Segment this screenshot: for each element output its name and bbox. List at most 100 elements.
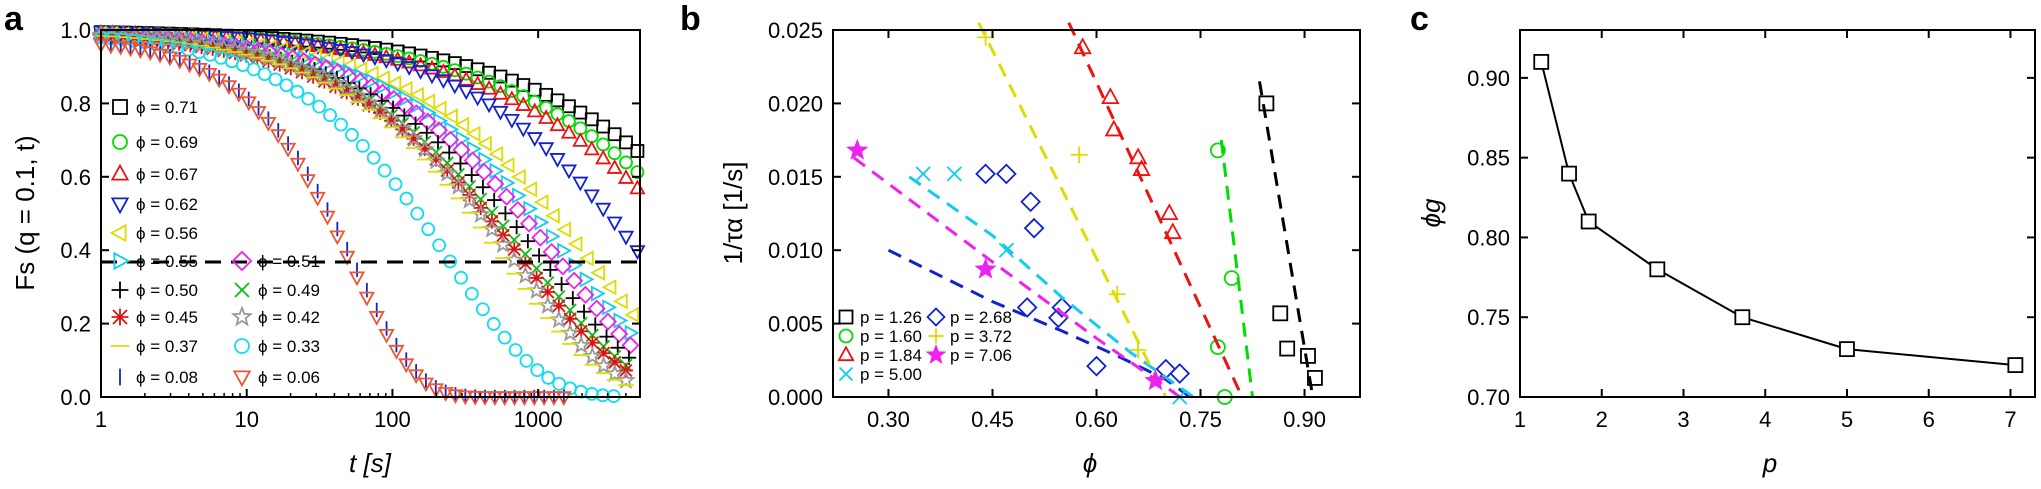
data-point	[630, 165, 645, 180]
data-point	[599, 329, 614, 344]
legend-item: p = 1.26	[838, 308, 922, 327]
panel-c-ytick-label: 0.85	[1467, 146, 1510, 171]
data-point	[474, 162, 494, 182]
data-point	[621, 336, 640, 355]
data-point	[593, 355, 614, 375]
data-point	[486, 174, 505, 194]
data-point	[151, 48, 169, 64]
data-point	[629, 245, 646, 261]
data-point	[169, 31, 190, 50]
data-point	[171, 54, 188, 70]
data-point	[557, 242, 572, 259]
legend-marker	[112, 99, 128, 115]
panel-c-ylabel: ϕg	[1416, 198, 1446, 227]
data-point	[463, 151, 482, 170]
data-point	[1258, 95, 1275, 112]
series-p-2-68	[887, 163, 1191, 399]
series-p-3-72	[977, 22, 1168, 398]
data-point	[298, 38, 315, 54]
data-point	[1734, 309, 1751, 326]
data-point	[122, 42, 139, 58]
data-point	[492, 105, 509, 121]
legend-label: p = 1.26	[860, 308, 922, 327]
data-point	[477, 135, 492, 152]
data-point	[388, 344, 405, 360]
data-point	[610, 324, 629, 344]
data-point	[1209, 339, 1226, 355]
data-point	[616, 370, 636, 390]
data-point	[846, 138, 869, 160]
legend-item: ϕ = 0.37	[110, 337, 198, 356]
panel-c-xtick-label: 5	[1841, 407, 1853, 432]
data-point	[553, 257, 572, 276]
data-point	[426, 150, 446, 170]
data-point	[412, 56, 429, 72]
data-point	[587, 299, 606, 318]
legend-marker	[926, 307, 946, 327]
data-point	[619, 155, 633, 170]
series-0-42	[91, 24, 636, 390]
panel-a-legend: ϕ = 0.71 ϕ = 0.69 ϕ = 0.67 ϕ = 0.62 ϕ = 0.56…	[109, 98, 320, 388]
data-point	[607, 355, 622, 370]
data-point	[378, 328, 395, 344]
legend-label: ϕ = 0.62	[136, 195, 198, 214]
legend-marker	[111, 308, 129, 326]
legend-item: ϕ = 0.08	[119, 368, 198, 387]
data-point	[1073, 37, 1092, 55]
data-point	[507, 242, 522, 257]
data-point	[526, 102, 543, 118]
data-point	[504, 84, 519, 98]
panel-c-xtick-label: 4	[1759, 407, 1771, 432]
data-point	[492, 84, 509, 100]
data-point	[336, 79, 357, 98]
data-point	[343, 46, 361, 61]
data-point	[565, 271, 584, 290]
data-point	[516, 78, 531, 92]
legend-label: ϕ = 0.56	[136, 224, 198, 243]
panel-b-data	[846, 22, 1323, 405]
data-point	[334, 117, 348, 132]
data-point	[497, 187, 516, 206]
data-point	[480, 98, 498, 114]
panel-a-ticks: 1 10 100 1000 0.0 0.2 0.4 0.6 0.8 1.0	[60, 18, 640, 432]
data-point	[432, 238, 447, 253]
panel-a-ytick-label: 0.8	[60, 91, 91, 116]
data-point	[299, 174, 316, 189]
data-point	[1108, 285, 1126, 303]
data-point	[493, 79, 508, 94]
legend-label: ϕ = 0.42	[258, 308, 320, 327]
panel-b: 0.30 0.45 0.60 0.75 0.90 0.000 0.005 0.010 0.015…	[718, 18, 1361, 478]
data-point	[454, 116, 470, 133]
data-point	[236, 42, 257, 61]
data-point	[617, 230, 635, 246]
panel-c-data	[1533, 54, 2024, 373]
data-point	[465, 125, 481, 142]
panel-a-ylabel: Fs (q = 0.1, t)	[10, 135, 40, 290]
data-point	[220, 80, 238, 96]
data-point	[321, 42, 338, 57]
panel-b-ytick-label: 0.025	[768, 18, 823, 43]
data-point	[1128, 147, 1148, 165]
data-point	[555, 391, 572, 407]
data-point	[535, 391, 553, 407]
legend-label: p = 1.60	[860, 327, 922, 346]
data-point	[602, 299, 617, 316]
data-point	[427, 383, 444, 399]
data-point	[355, 44, 372, 59]
data-point	[606, 159, 623, 174]
panel-c-xtick-label: 3	[1677, 407, 1689, 432]
data-point	[378, 54, 395, 70]
data-point	[489, 162, 505, 180]
legend-marker	[110, 197, 130, 215]
data-point	[974, 257, 997, 279]
legend-item: ϕ = 0.55	[113, 251, 198, 271]
data-point	[554, 276, 569, 292]
data-point	[469, 75, 486, 90]
data-point	[437, 387, 454, 402]
series-p-7-06	[846, 138, 1181, 399]
series-p-1-84	[1067, 22, 1244, 398]
legend-marker	[838, 366, 854, 382]
panel-c-xlabel: p	[1762, 448, 1777, 478]
data-point	[583, 140, 600, 156]
fit-line	[908, 175, 1195, 399]
